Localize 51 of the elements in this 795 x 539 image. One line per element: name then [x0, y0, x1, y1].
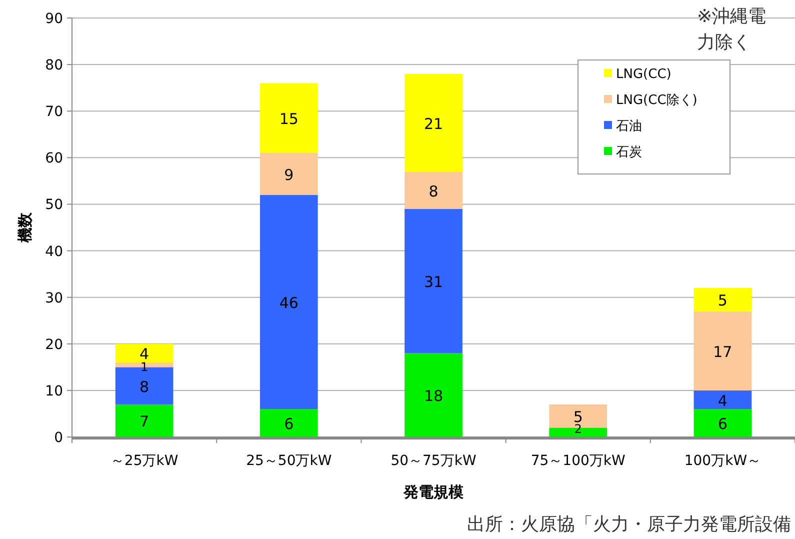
- bar: [694, 288, 752, 312]
- bar: [694, 390, 752, 410]
- bar: [115, 344, 174, 363]
- text: 出所：火原協「火力・原子力発電所設備: [467, 514, 791, 535]
- x-tick-label: ～25万kW: [110, 453, 178, 469]
- bar: [694, 311, 752, 390]
- y-tick-label: 90: [45, 11, 63, 27]
- data-label: 8: [140, 378, 150, 396]
- bar: [694, 409, 752, 437]
- y-tick-label: 60: [45, 150, 63, 167]
- annotation: ※沖縄電力除く: [697, 6, 766, 53]
- bar: [260, 409, 318, 437]
- data-label: 5: [718, 292, 728, 310]
- y-tick-label: 70: [45, 104, 63, 120]
- data-label: 17: [713, 342, 732, 361]
- bar: [260, 83, 318, 154]
- y-tick-label: 80: [45, 58, 63, 74]
- y-tick-label: 50: [45, 197, 63, 214]
- x-tick-label: 100万kW～: [684, 453, 762, 469]
- data-label: 9: [284, 166, 294, 184]
- x-tick-label: 25～50万kW: [246, 453, 332, 469]
- data-label: 6: [284, 415, 294, 434]
- data-label: 7: [140, 412, 150, 431]
- bar: [260, 194, 318, 410]
- bar: [404, 74, 462, 172]
- data-label: 31: [424, 273, 444, 292]
- y-tick-label: 10: [45, 383, 63, 400]
- y-tick-label: 40: [45, 244, 63, 260]
- data-label: 8: [428, 182, 438, 200]
- data-label: 18: [424, 387, 444, 406]
- bar: [404, 172, 462, 209]
- bar: [115, 404, 174, 437]
- x-tick-label: 50～75万kW: [390, 453, 476, 469]
- x-tick-label: 75～100万kW: [530, 453, 626, 469]
- bar: [404, 208, 462, 354]
- data-label: 6: [718, 415, 728, 434]
- data-label: 15: [279, 110, 298, 128]
- legend-label: LNG(CC): [616, 67, 672, 82]
- data-label: 21: [424, 114, 444, 133]
- data-label: 46: [279, 294, 298, 312]
- bar: [260, 153, 318, 195]
- legend-label: 石油: [616, 119, 642, 134]
- y-tick-label: 20: [45, 336, 63, 353]
- x-axis-title: 発電規模: [402, 483, 464, 501]
- bar: [404, 353, 462, 437]
- legend-label: 石炭: [616, 145, 642, 160]
- y-axis-title: 機数: [16, 212, 34, 244]
- data-label: 4: [718, 392, 728, 410]
- y-tick-label: 30: [45, 290, 63, 306]
- y-tick-label: 0: [54, 430, 63, 446]
- legend-label: LNG(CC除く): [616, 93, 698, 108]
